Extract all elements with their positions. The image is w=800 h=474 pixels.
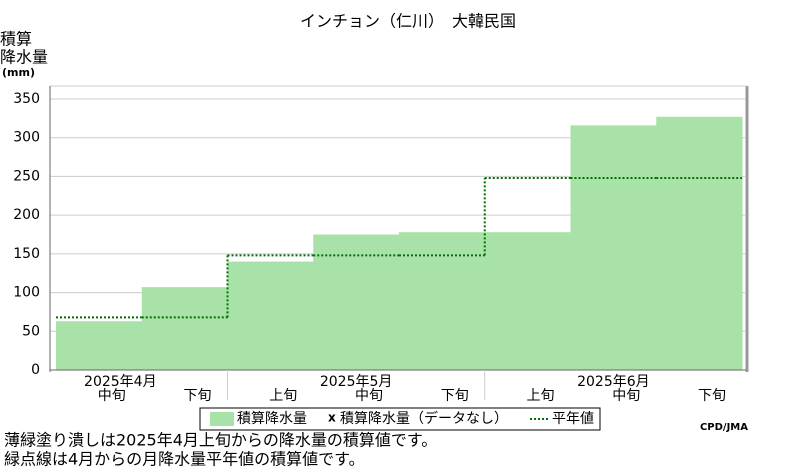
y-label: 降水量	[0, 48, 48, 67]
month-label: 2025年4月	[84, 374, 157, 390]
y-tick-label: 250	[13, 168, 40, 184]
legend-label: 積算降水量（データなし）	[340, 410, 508, 427]
bar	[227, 261, 314, 370]
legend-label: 積算降水量	[237, 411, 307, 427]
y-label: (mm)	[2, 66, 35, 79]
chart-title: インチョン（仁川） 大韓民国	[300, 12, 516, 31]
legend-swatch	[210, 412, 234, 426]
y-tick-label: 150	[13, 246, 40, 262]
note: 薄緑塗り潰しは2025年4月上旬からの降水量の積算値です。	[4, 431, 437, 450]
bar	[56, 321, 143, 370]
y-tick-label: 200	[13, 207, 40, 223]
month-label: 2025年5月	[320, 374, 393, 390]
y-label: 積算	[0, 30, 32, 49]
credit: CPD/JMA	[700, 422, 748, 433]
bar	[570, 125, 657, 370]
month-label: 2025年6月	[577, 374, 650, 390]
x-tick-label: 中旬	[355, 388, 383, 404]
bar	[656, 116, 743, 371]
y-tick-label: 300	[13, 130, 40, 146]
x-tick-label: 上旬	[269, 388, 297, 404]
x-tick-label: 中旬	[98, 388, 126, 404]
y-tick-label: 50	[22, 323, 40, 339]
x-tick-label: 中旬	[612, 388, 640, 404]
x-tick-label: 下旬	[183, 388, 211, 404]
bar	[399, 232, 486, 370]
x-tick-label: 下旬	[698, 388, 726, 404]
y-tick-label: 350	[13, 91, 40, 107]
bar	[141, 287, 228, 370]
legend-label: 平年値	[552, 411, 594, 427]
legend	[199, 407, 601, 431]
legend-marker: x	[328, 411, 336, 425]
y-tick-label: 0	[31, 362, 40, 378]
note: 緑点線は4月からの月降水量平年値の積算値です。	[4, 450, 365, 469]
x-tick-label: 下旬	[441, 388, 469, 404]
bar	[313, 234, 400, 370]
y-tick-label: 100	[13, 285, 40, 301]
bar	[484, 232, 571, 370]
x-tick-label: 上旬	[526, 388, 554, 404]
